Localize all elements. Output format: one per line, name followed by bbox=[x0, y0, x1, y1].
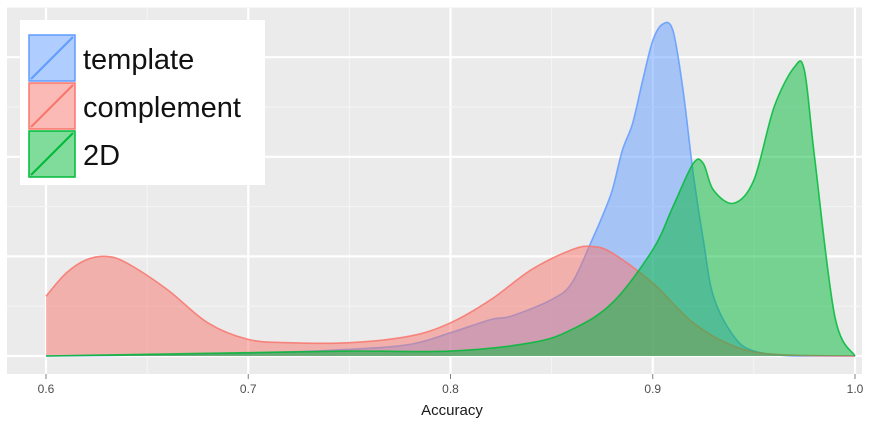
legend-key-line bbox=[30, 132, 74, 176]
x-tick-label: 0.7 bbox=[240, 382, 257, 396]
legend-label-complement: complement bbox=[83, 92, 241, 124]
legend-label-2d: 2D bbox=[83, 140, 120, 172]
legend-key-border bbox=[28, 82, 76, 130]
density-outline-2d bbox=[45, 60, 856, 357]
x-axis-title: Accuracy bbox=[421, 402, 483, 419]
x-tick-label: 1.0 bbox=[847, 382, 864, 396]
density-areas bbox=[45, 21, 856, 357]
legend-key-line bbox=[30, 84, 74, 128]
legend: template complement 2D bbox=[20, 20, 265, 185]
legend-key-border bbox=[28, 34, 76, 82]
legend-key-border bbox=[28, 130, 76, 178]
legend-key-line bbox=[30, 36, 74, 80]
x-tick-label: 0.9 bbox=[644, 382, 661, 396]
legend-label-template: template bbox=[83, 44, 194, 76]
x-tick-label: 0.8 bbox=[442, 382, 459, 396]
x-tick-label: 0.6 bbox=[38, 382, 55, 396]
density-area-2d bbox=[46, 60, 855, 357]
x-axis-ticks: 0.6 0.7 0.8 0.9 1.0 bbox=[38, 374, 864, 396]
